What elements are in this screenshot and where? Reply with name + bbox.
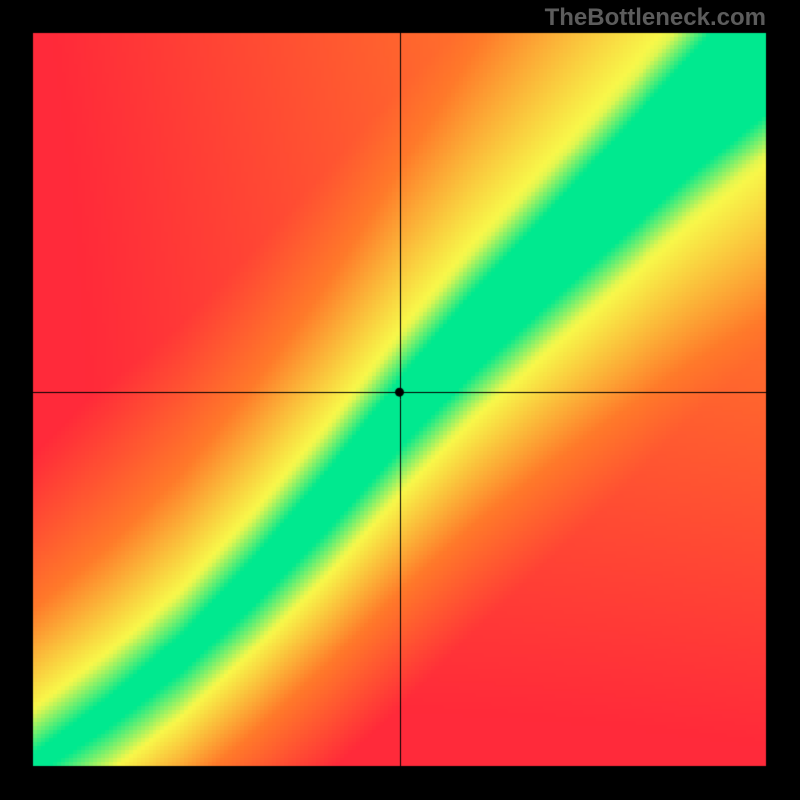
chart-container: TheBottleneck.com xyxy=(0,0,800,800)
watermark-text: TheBottleneck.com xyxy=(545,4,766,32)
bottleneck-heatmap xyxy=(0,0,800,800)
